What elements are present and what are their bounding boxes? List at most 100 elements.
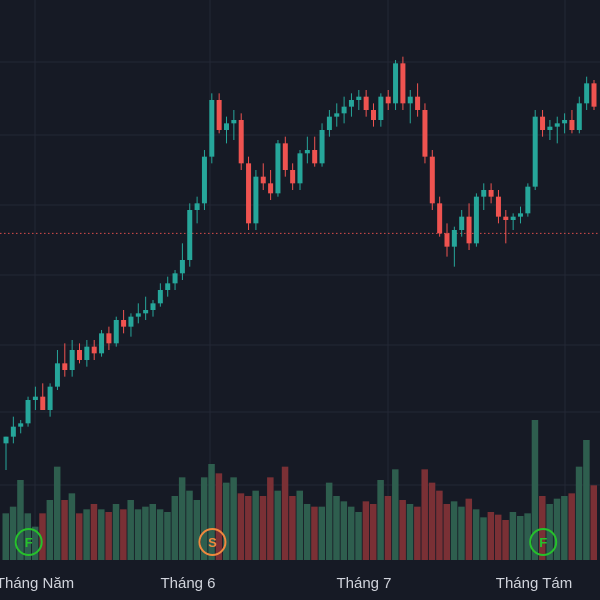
volume-bar [9,506,17,560]
candle-body [157,290,163,304]
volume-bar [436,490,443,560]
candle-body [224,123,229,130]
candle-body [540,116,546,130]
volume-bar [149,504,156,560]
volume-bar [142,506,149,560]
candle-body [106,333,112,344]
candle-body [275,143,281,194]
candle-body [282,143,288,170]
candle-body [32,396,38,400]
volume-bar [509,512,517,560]
candle-body [268,183,274,194]
volume-bar [156,509,164,560]
candle-body [135,313,141,317]
x-axis-label: Tháng 6 [160,575,215,592]
candle-body [47,386,53,410]
candle-body [473,196,479,244]
candle-body [319,130,325,164]
volume-bar [171,496,179,560]
volume-bar [384,496,392,560]
volume-bar [443,504,450,560]
candle-body [121,320,127,327]
candle-body [3,436,9,444]
volume-bar [17,480,24,560]
volume-bar [61,500,68,560]
volume-bar [193,500,201,560]
volume-bar [311,506,318,560]
candle-body [179,260,185,274]
candle-body [341,106,347,114]
candle-body [165,283,171,290]
volume-bar [39,513,46,560]
volume-bar [237,493,245,560]
candle-body [444,233,450,247]
candle-body [143,310,149,314]
candle-body [150,303,156,310]
split-marker-icon[interactable] [198,528,227,556]
candle-body [84,346,90,360]
volume-bar [112,504,120,560]
candle-body [113,320,119,344]
volume-bar [480,517,487,560]
candle-body [495,196,501,217]
candle-body [260,176,266,184]
volume-bar [134,509,142,560]
volume-bar [517,516,524,560]
volume-bar [178,477,186,560]
candle-body [290,170,296,184]
volume-bar [502,520,509,560]
candle-body [488,190,494,197]
financials-marker-icon[interactable] [529,528,558,556]
candle-body [481,190,487,197]
volume-bar [303,504,311,560]
candle-body [525,186,531,214]
candle-body [334,113,340,117]
candle-body [62,363,68,370]
volume-bar [487,512,495,560]
candle-body [297,153,303,184]
volume-bar [223,482,230,560]
volume-bar [98,509,105,560]
volume-bar [472,509,480,560]
volume-bar [355,512,362,560]
volume-bar [274,490,281,560]
candle-body [91,346,97,354]
candle-body [10,426,16,437]
candle-body [326,116,332,130]
volume-bar [296,490,303,560]
volume-bar [568,493,575,560]
volume-bar [318,506,326,560]
volume-bar [370,504,377,560]
volume-bar [31,526,39,560]
candle-body [554,123,560,127]
volume-bar [24,513,32,560]
candle-body [253,176,259,224]
volume-bar [46,500,54,560]
volume-bar [245,496,252,560]
candle-body [437,203,443,234]
volume-bar [164,512,171,560]
volume-bar [340,501,348,560]
volume-bar [406,504,414,560]
candle-body [18,423,24,427]
candle-body [591,83,597,107]
volume-bar [68,493,76,560]
volume-bar [561,496,568,560]
volume-bar [590,485,597,560]
event-marker-label: S [208,535,217,550]
volume-bar [252,490,259,560]
candle-body [532,116,538,187]
volume-bar [208,464,215,560]
candle-body [172,273,178,284]
candle-body [304,150,310,154]
candle-body [562,120,568,124]
candle-body [466,216,472,244]
candle-body [400,63,406,104]
candle-body [201,156,207,204]
candle-body [569,120,575,130]
financials-marker-icon[interactable] [14,528,43,556]
volume-bar [259,496,267,560]
volume-bar [289,496,296,560]
